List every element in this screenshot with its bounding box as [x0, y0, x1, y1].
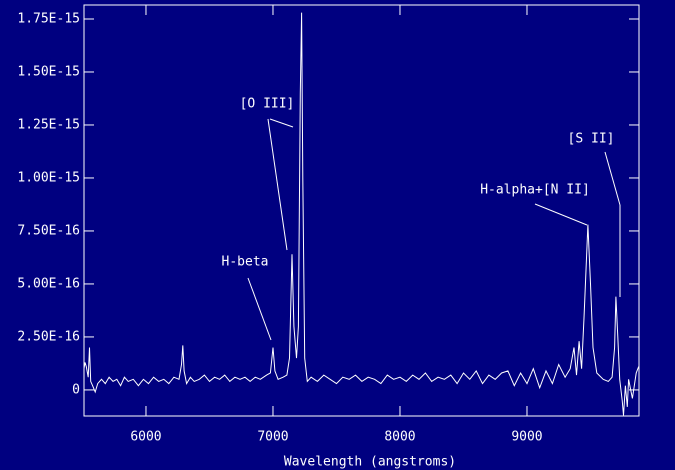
x-axis-label: Wavelength (angstroms): [284, 455, 456, 470]
plot-frame: [83, 4, 640, 417]
annotation-pointer: [604, 151, 621, 206]
x-tick-label: 8000: [384, 430, 415, 445]
annotation-pointer: [269, 118, 294, 128]
y-tick-label: 0: [72, 382, 80, 397]
y-tick-label: 1.00E-15: [17, 170, 80, 185]
annotation: H-beta: [222, 255, 269, 270]
y-tick-label: 2.50E-16: [17, 329, 80, 344]
spectrum-line: [84, 12, 639, 416]
y-tick-label: 1.25E-15: [17, 117, 80, 132]
y-tick-label: 1.50E-15: [17, 64, 80, 79]
annotation: H-alpha+[N II]: [480, 183, 590, 198]
x-tick-label: 6000: [130, 430, 161, 445]
annotation-pointer: [267, 118, 288, 251]
y-tick-label: 7.50E-16: [17, 223, 80, 238]
y-tick-label: 5.00E-16: [17, 276, 80, 291]
annotation: [S II]: [568, 132, 615, 147]
annotation-pointer: [534, 203, 588, 226]
annotation-pointer: [247, 277, 272, 341]
x-tick-label: 9000: [511, 430, 542, 445]
x-tick-label: 7000: [257, 430, 288, 445]
annotation: [O III]: [240, 97, 295, 112]
y-tick-label: 1.75E-15: [17, 11, 80, 26]
